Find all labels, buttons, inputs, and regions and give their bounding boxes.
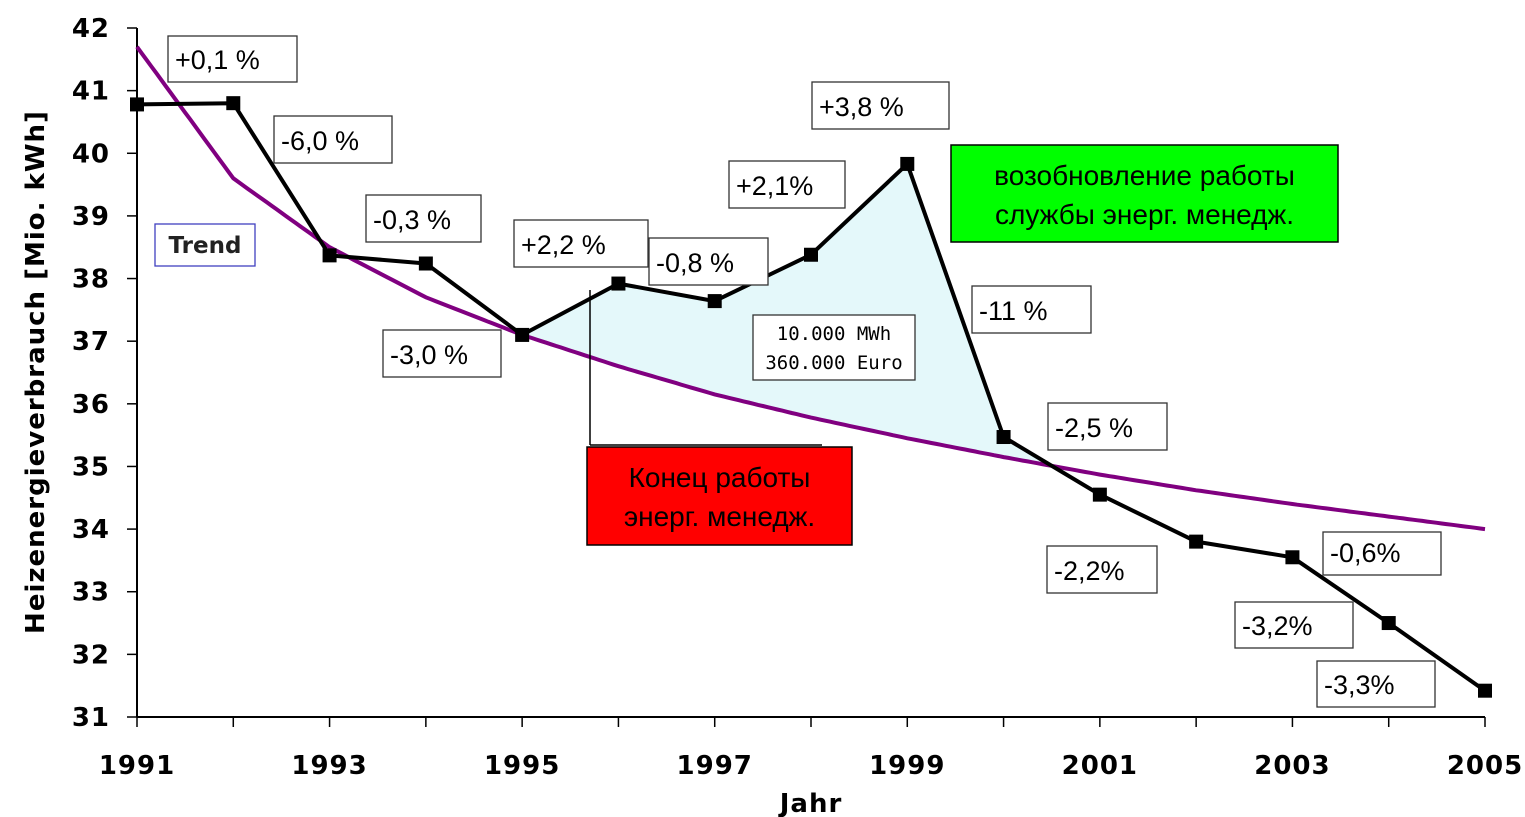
change-label-text: -3,0 % <box>390 340 468 370</box>
data-point-marker <box>1092 487 1107 502</box>
trend-line <box>135 45 1486 532</box>
change-label-frame <box>513 219 649 268</box>
change-label-text: +2,1% <box>736 171 813 201</box>
y-tick-label: 37 <box>72 327 110 357</box>
change-label-text: -0,3 % <box>373 205 451 235</box>
change-label-text: -0,8 % <box>656 248 734 278</box>
data-point-marker <box>1381 616 1396 631</box>
change-label-box: -2,2% <box>1046 545 1158 594</box>
y-tick-label: 34 <box>72 515 110 545</box>
change-label-frame <box>728 160 846 209</box>
y-tick-label: 39 <box>72 202 110 232</box>
change-label-box: -0,8 % <box>648 237 769 286</box>
savings-note-frame <box>752 314 916 381</box>
change-label-text: +2,2 % <box>521 230 606 260</box>
savings-note-line: 10.000 MWh <box>777 323 891 345</box>
change-label-frame <box>648 237 769 286</box>
x-axis-title: Jahr <box>778 789 843 817</box>
y-tick-label: 38 <box>72 265 110 295</box>
change-label-frame <box>382 329 502 378</box>
data-point-marker <box>900 156 915 171</box>
data-point-marker <box>226 96 241 111</box>
change-label-box: +3,8 % <box>811 81 950 130</box>
x-tick-label: 1997 <box>677 751 753 781</box>
x-tick-label: 1999 <box>869 751 945 781</box>
change-label-box: +0,1 % <box>167 35 298 83</box>
callout-text: службы энерг. менедж. <box>995 199 1294 230</box>
data-point-marker <box>515 327 530 342</box>
change-label-text: -0,6% <box>1330 538 1401 568</box>
y-tick-label: 35 <box>72 452 110 482</box>
x-tick-label: 2001 <box>1062 751 1138 781</box>
x-tick-label: 2003 <box>1254 751 1330 781</box>
y-tick-label: 41 <box>72 77 110 107</box>
change-label-text: -3,2% <box>1242 611 1313 641</box>
change-label-frame <box>365 194 482 243</box>
x-tick-label: 1995 <box>484 751 560 781</box>
x-tick-label: 1991 <box>99 751 175 781</box>
change-label-text: +0,1 % <box>175 45 260 75</box>
change-label-box: -0,6% <box>1322 531 1442 576</box>
savings-note-line: 360.000 Euro <box>765 352 902 374</box>
data-point-marker <box>707 294 722 309</box>
data-point-marker <box>418 256 433 271</box>
change-label-box: -6,0 % <box>273 115 393 164</box>
change-label-frame <box>167 35 298 83</box>
y-tick-label: 33 <box>72 578 110 608</box>
y-tick-label: 40 <box>72 139 110 169</box>
data-point-marker <box>804 247 818 262</box>
chart-lines <box>130 45 1492 698</box>
data-point-marker <box>130 97 144 112</box>
change-label-box: -3,3% <box>1316 660 1436 708</box>
energy-management-end-callout: Конец работы энерг. менедж. <box>586 446 853 546</box>
y-tick-label: 36 <box>72 390 110 420</box>
trend-label-text: Trend <box>169 233 242 259</box>
data-point-marker <box>611 276 626 291</box>
change-label-frame <box>1234 601 1354 649</box>
change-label-box: +2,2 % <box>513 219 649 268</box>
change-label-frame <box>1047 402 1168 451</box>
trend-label-box: Trend <box>154 223 256 267</box>
energy-management-resumption-callout: возобновление работы службы энерг. менедж… <box>950 144 1339 243</box>
savings-note-box: 10.000 MWh 360.000 Euro <box>752 314 916 381</box>
chart-axes: 1991 1993 1995 1997 1999 2001 2003 2005 31 32 33 34… <box>21 14 1523 817</box>
change-label-box: -3,0 % <box>382 329 502 378</box>
callout-frame <box>950 144 1339 243</box>
data-point-marker <box>1189 534 1204 549</box>
data-point-marker <box>322 248 337 263</box>
change-label-box: -3,2% <box>1234 601 1354 649</box>
change-label-frame <box>1322 531 1442 576</box>
data-point-marker <box>996 430 1011 445</box>
change-label-box: -2,5 % <box>1047 402 1168 451</box>
change-label-frame <box>971 285 1092 334</box>
y-axis-title: Heizenergieverbrauch [Mio. kWh] <box>21 110 51 634</box>
y-tick-label: 31 <box>72 703 110 733</box>
callout-text: Конец работы <box>629 462 811 493</box>
data-point-marker <box>1285 550 1300 565</box>
change-label-text: -3,3% <box>1324 670 1395 700</box>
change-label-frame <box>811 81 950 130</box>
x-tick-label: 1993 <box>291 751 367 781</box>
trend-label-frame <box>154 223 256 267</box>
change-label-text: +3,8 % <box>819 92 904 122</box>
callout-text: возобновление работы <box>994 160 1295 191</box>
data-point-marker <box>1478 683 1492 698</box>
chart-annotations: +0,1 % -6,0 % -0,3 % -3,0 % +2,2 % -0,8 % +2,1… <box>154 35 1442 708</box>
callout-frame <box>586 446 853 546</box>
change-label-text: -2,5 % <box>1055 413 1133 443</box>
x-tick-label: 2005 <box>1447 751 1523 781</box>
change-label-box: +2,1% <box>728 160 846 209</box>
change-label-box: -0,3 % <box>365 194 482 243</box>
y-tick-label: 32 <box>72 640 110 670</box>
callout-text: энерг. менедж. <box>624 501 815 532</box>
change-label-text: -6,0 % <box>281 126 359 156</box>
change-label-frame <box>273 115 393 164</box>
change-label-frame <box>1046 545 1158 594</box>
y-tick-label: 42 <box>72 14 110 44</box>
change-label-box: -11 % <box>971 285 1092 334</box>
change-label-frame <box>1316 660 1436 708</box>
change-label-text: -11 % <box>979 296 1048 326</box>
change-label-text: -2,2% <box>1054 556 1125 586</box>
